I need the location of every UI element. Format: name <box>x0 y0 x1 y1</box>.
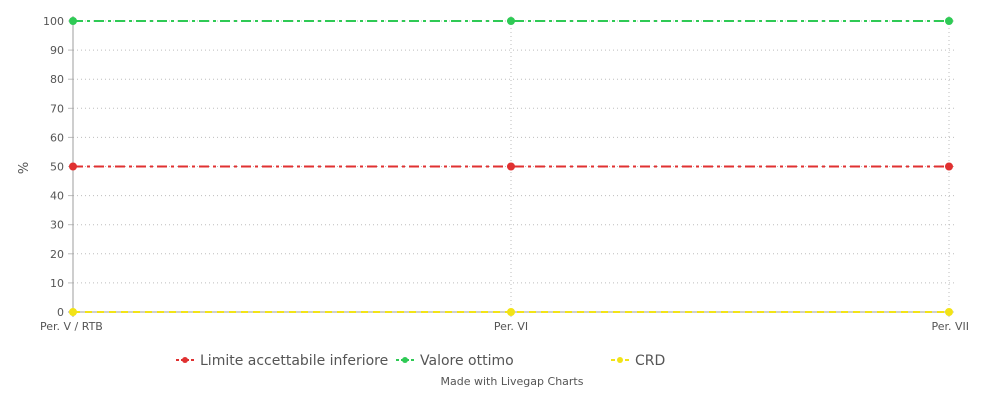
data-point[interactable] <box>69 308 77 316</box>
legend-label: Valore ottimo <box>420 353 514 369</box>
y-tick-label: 0 <box>57 306 64 319</box>
series-layer <box>69 17 953 316</box>
y-axis-label: % <box>17 162 32 174</box>
data-point[interactable] <box>945 308 953 316</box>
y-tick-label: 80 <box>50 73 64 86</box>
y-tick-label: 20 <box>50 248 64 261</box>
y-tick-label: 40 <box>50 190 64 203</box>
legend-item[interactable]: Limite accettabile inferiore <box>176 353 388 369</box>
x-tick-label: Per. VI <box>494 320 528 333</box>
series-2 <box>69 308 953 316</box>
legend-label: Limite accettabile inferiore <box>200 353 388 369</box>
data-point[interactable] <box>507 308 515 316</box>
data-point[interactable] <box>69 17 77 25</box>
series-1 <box>69 17 953 25</box>
legend-swatch-marker <box>402 357 408 363</box>
y-tick-label: 100 <box>43 15 64 28</box>
y-tick-label: 10 <box>50 277 64 290</box>
y-tick-label: 60 <box>50 131 64 144</box>
legend-swatch-marker <box>182 357 188 363</box>
legend-item[interactable]: Valore ottimo <box>396 353 514 369</box>
legend-label: CRD <box>635 353 665 369</box>
credit-text: Made with Livegap Charts <box>441 375 584 388</box>
x-tick-label: Per. VII <box>931 320 969 333</box>
axes: 0 10 20 30 40 50 60 70 80 90 100 Per. V / RTB Per. V… <box>40 15 969 333</box>
data-point[interactable] <box>945 162 953 171</box>
data-point[interactable] <box>69 162 77 171</box>
y-tick-label: 30 <box>50 219 64 232</box>
y-tick-label: 70 <box>50 102 64 115</box>
series-0 <box>69 162 953 171</box>
legend-swatch-marker <box>617 357 623 363</box>
data-point[interactable] <box>507 17 515 25</box>
x-tick-label: Per. V / RTB <box>40 320 103 333</box>
data-point[interactable] <box>945 17 953 25</box>
y-tick-label: 90 <box>50 44 64 57</box>
legend[interactable]: Limite accettabile inferiore Valore ottim… <box>176 353 665 369</box>
y-tick-label: 50 <box>50 161 64 174</box>
data-point[interactable] <box>507 162 515 171</box>
legend-item[interactable]: CRD <box>611 353 665 369</box>
